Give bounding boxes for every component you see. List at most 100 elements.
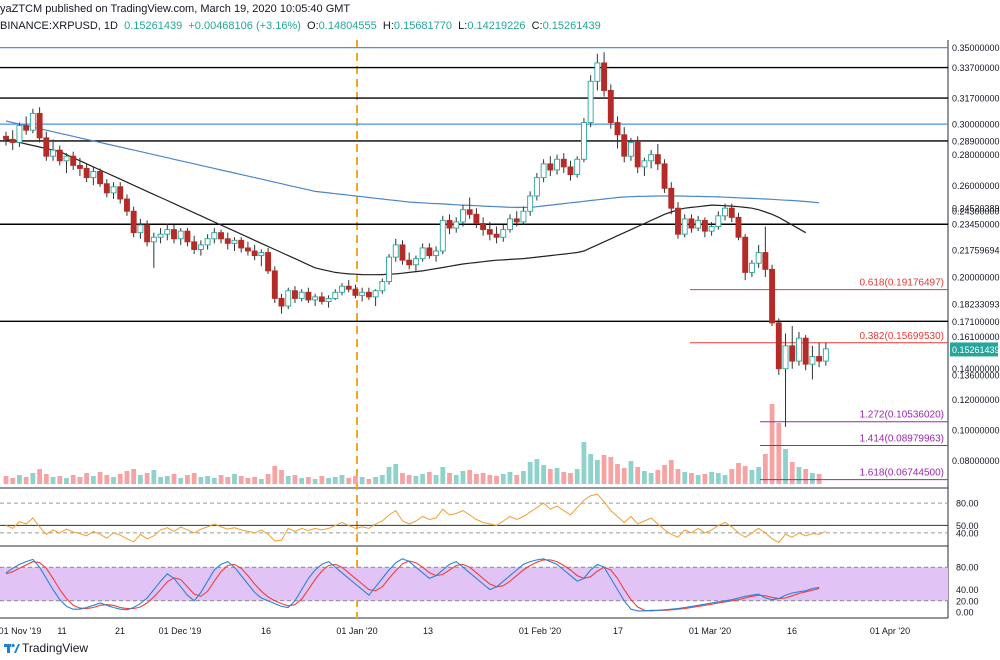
price-axis-label: 0.24520389	[952, 203, 1000, 213]
tradingview-logo-icon	[4, 643, 20, 653]
volume-bar	[379, 475, 385, 484]
fib-level-label: 1.618(0.06744500)	[859, 468, 944, 479]
candle-body	[332, 291, 339, 299]
stoch-d-line	[5, 559, 820, 612]
candle-body	[345, 285, 352, 290]
volume-bar	[736, 463, 741, 484]
price-axis-label: 0.30000000	[952, 120, 1000, 130]
candle-body	[426, 247, 433, 257]
volume-bar	[816, 474, 822, 484]
volume-bar	[783, 449, 788, 484]
volume-bar	[23, 477, 29, 484]
candle-body	[453, 221, 460, 229]
volume-bar	[366, 479, 372, 484]
candle-body	[607, 90, 614, 124]
volume-bar	[131, 469, 137, 484]
stoch-axis-label: 40.00	[956, 585, 979, 595]
volume-bar	[709, 472, 714, 484]
volume-bar	[615, 464, 620, 484]
volume-bar	[3, 476, 9, 484]
volume-bar	[406, 475, 412, 484]
candle-body	[473, 213, 480, 224]
volume-bar	[258, 479, 264, 484]
ma200-line	[5, 120, 820, 208]
volume-bar	[487, 475, 493, 484]
tradingview-brand[interactable]: TradingView	[22, 641, 89, 655]
candle-body	[318, 296, 325, 302]
volume-bar	[30, 473, 36, 484]
candle-body	[157, 233, 164, 238]
volume-bar	[568, 473, 573, 484]
volume-bar	[299, 478, 305, 484]
candle-body	[614, 122, 621, 136]
volume-bar	[494, 476, 499, 484]
volume-bar	[447, 473, 452, 484]
candle-body	[3, 135, 9, 140]
candle-body	[325, 297, 332, 302]
volume-bar	[265, 474, 271, 484]
candle-body	[547, 163, 554, 171]
candle-body	[762, 252, 769, 270]
volume-bar	[279, 470, 284, 484]
candle-body	[56, 149, 63, 162]
last-price-tag	[950, 342, 998, 357]
price-chart[interactable]: 0.618(0.19176497) 0.382(0.15699530) 1.272(…	[0, 0, 1000, 638]
candle-body	[292, 290, 298, 299]
candle-body	[144, 224, 151, 243]
volume-bar	[77, 477, 83, 484]
volume-bar	[547, 469, 553, 484]
candle-body	[540, 163, 547, 179]
volume-bar	[574, 469, 580, 484]
candle-body	[748, 262, 755, 273]
candle-body	[735, 216, 742, 238]
volume-bar	[796, 467, 802, 484]
volume-bar	[400, 473, 405, 484]
volume-bar	[581, 442, 587, 484]
volume-bar	[17, 475, 22, 484]
volume-bar	[312, 479, 318, 484]
volume-bar	[319, 476, 325, 484]
price-axis-label: 0.17100000	[952, 317, 1000, 327]
candle-body	[63, 155, 70, 162]
volume-bar	[185, 475, 190, 484]
volume-bar	[621, 468, 627, 484]
price-axis-label: 0.35000000	[952, 43, 1000, 53]
volume-bar	[353, 476, 358, 484]
candle-body	[822, 348, 829, 362]
volume-bar	[500, 474, 506, 484]
volume-bar	[776, 423, 782, 484]
volume-bar	[292, 475, 298, 484]
volume-bar	[285, 476, 291, 484]
volume-bar	[211, 478, 217, 484]
ohlc-line: BINANCE:XRPUSD, 1D 0.15261439 +0.0046810…	[0, 20, 601, 32]
price-axis-label: 0.31700000	[952, 94, 1000, 104]
candle-body	[278, 297, 285, 307]
volume-bar	[762, 454, 768, 484]
volume-bar	[10, 478, 16, 484]
candle-body	[775, 322, 782, 370]
chart-header: yaZTCM published on TradingView.com, Mar…	[0, 0, 1000, 40]
last-price: 0.15261439	[124, 20, 183, 32]
price-axis-label: 0.15261439	[952, 345, 1000, 355]
candle-body	[527, 195, 534, 212]
volume-bar	[588, 454, 594, 484]
volume-bar	[90, 476, 96, 484]
candle-body	[124, 198, 130, 212]
volume-bar	[541, 465, 546, 484]
volume-bar	[628, 461, 634, 484]
volume-bar	[97, 472, 103, 484]
candle-body	[352, 288, 359, 296]
volume-bar	[467, 470, 473, 484]
candle-body	[722, 207, 728, 217]
volume-bar	[769, 404, 775, 484]
candle-body	[587, 80, 594, 124]
volume-bar	[252, 477, 258, 484]
candle-body	[769, 268, 776, 324]
candle-body	[480, 223, 487, 231]
candle-body	[238, 239, 245, 249]
volume-bar	[635, 467, 641, 484]
time-axis-label: 01 Dec '19	[159, 626, 202, 636]
candle-body	[802, 337, 809, 365]
volume-bar	[359, 477, 365, 484]
volume-bar	[561, 472, 567, 484]
